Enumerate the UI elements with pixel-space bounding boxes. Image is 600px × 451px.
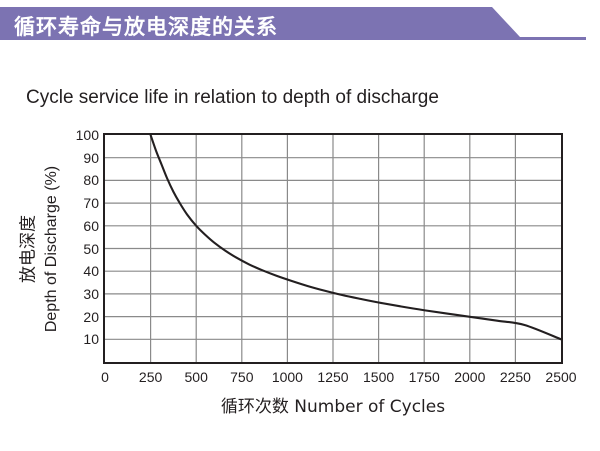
x-axis-title: 循环次数 Number of Cycles xyxy=(220,397,446,417)
y-tick-label: 30 xyxy=(83,285,99,302)
y-tick-label: 80 xyxy=(83,172,99,189)
x-tick-label: 2500 xyxy=(545,369,577,385)
y-tick-label: 40 xyxy=(83,263,99,280)
x-tick-label: 750 xyxy=(230,369,254,385)
chart-title: Cycle service life in relation to depth … xyxy=(26,87,439,108)
y-axis-tick-labels: 100 90 80 70 60 50 40 30 20 10 xyxy=(63,127,99,364)
y-axis-title-english: Depth of Discharge (%) xyxy=(43,165,60,333)
x-tick-label: 1500 xyxy=(363,369,395,385)
plot-area xyxy=(103,133,563,364)
x-tick-label: 1250 xyxy=(317,369,349,385)
data-series-line xyxy=(149,135,561,341)
header-banner: 循环寿命与放电深度的关系 xyxy=(0,7,600,47)
y-axis-title-chinese: 放电深度 xyxy=(18,215,39,283)
y-tick-label: 50 xyxy=(83,240,99,257)
x-tick-label: 1750 xyxy=(408,369,440,385)
y-tick-label: 100 xyxy=(75,127,99,143)
y-tick-label: 70 xyxy=(83,195,99,212)
x-tick-label: 2250 xyxy=(499,369,531,385)
header-band-shape xyxy=(0,7,586,40)
x-tick-label: 2000 xyxy=(454,369,486,385)
y-tick-label: 10 xyxy=(83,331,99,348)
x-tick-label: 0 xyxy=(101,369,109,385)
y-tick-label: 90 xyxy=(83,149,99,166)
x-tick-label: 250 xyxy=(138,369,163,385)
x-tick-label: 1000 xyxy=(271,369,303,385)
horizontal-gridlines xyxy=(105,157,561,340)
chart-canvas xyxy=(105,135,561,362)
y-tick-label: 60 xyxy=(83,217,99,234)
page-title: 循环寿命与放电深度的关系 xyxy=(14,15,278,39)
x-axis-tick-labels: 0 250 500 750 1000 1250 1500 1750 2000 2250 2500 xyxy=(101,369,576,389)
x-tick-label: 500 xyxy=(184,369,208,385)
y-tick-label: 20 xyxy=(83,308,99,325)
